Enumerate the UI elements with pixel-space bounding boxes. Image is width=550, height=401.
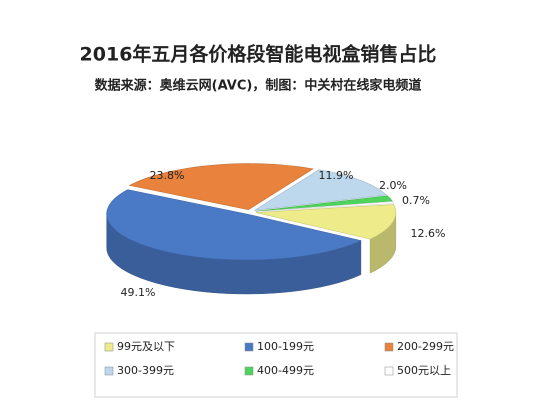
data-label: 0.7% <box>402 194 430 207</box>
legend-swatch <box>244 366 254 376</box>
legend-swatch <box>384 342 394 352</box>
slice <box>254 169 388 211</box>
chart-subtitle: 数据来源：奥维云网(AVC)，制图：中关村在线家电频道 <box>95 78 422 94</box>
data-label: 49.1% <box>121 286 156 299</box>
legend-swatch <box>104 366 114 376</box>
legend-label: 200-299元 <box>397 340 454 353</box>
data-label: 12.6% <box>411 227 446 240</box>
legend-label: 300-399元 <box>117 364 174 377</box>
legend-swatch <box>384 366 394 376</box>
data-label: 11.9% <box>319 169 354 182</box>
slice <box>255 201 395 212</box>
legend-swatch <box>244 342 254 352</box>
data-label: 23.8% <box>150 169 185 182</box>
legend-label: 100-199元 <box>257 340 314 353</box>
data-label: 2.0% <box>379 179 407 192</box>
chart-title: 2016年五月各价格段智能电视盒销售占比 <box>80 43 437 66</box>
slice <box>255 204 397 240</box>
legend-label: 500元以上 <box>397 364 451 377</box>
slice <box>106 189 362 261</box>
legend-label: 400-499元 <box>257 364 314 377</box>
legend-box <box>94 332 458 398</box>
legend-label: 99元及以下 <box>117 340 175 353</box>
legend-swatch <box>104 342 114 352</box>
slice <box>128 163 314 211</box>
